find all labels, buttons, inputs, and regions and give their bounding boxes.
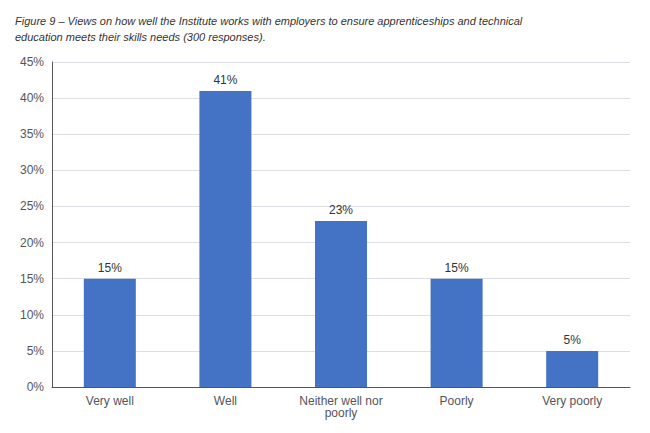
svg-text:Neither well nor: Neither well nor <box>299 394 383 408</box>
svg-text:Very poorly: Very poorly <box>542 394 602 408</box>
svg-text:40%: 40% <box>20 91 44 105</box>
svg-text:0%: 0% <box>27 380 45 394</box>
svg-text:20%: 20% <box>20 236 44 250</box>
svg-text:5%: 5% <box>564 333 582 347</box>
svg-text:25%: 25% <box>20 199 44 213</box>
svg-text:45%: 45% <box>20 55 44 69</box>
svg-text:Well: Well <box>214 394 237 408</box>
svg-text:Poorly: Poorly <box>440 394 474 408</box>
svg-text:41%: 41% <box>213 73 237 87</box>
svg-text:Very well: Very well <box>86 394 134 408</box>
svg-text:5%: 5% <box>27 344 45 358</box>
svg-text:15%: 15% <box>98 261 122 275</box>
svg-text:23%: 23% <box>329 203 353 217</box>
svg-text:15%: 15% <box>445 261 469 275</box>
svg-text:15%: 15% <box>20 272 44 286</box>
svg-text:poorly: poorly <box>325 406 358 420</box>
svg-text:Figure 9 – Views on how well t: Figure 9 – Views on how well the Institu… <box>15 15 523 27</box>
svg-text:10%: 10% <box>20 308 44 322</box>
svg-text:education meets their skills n: education meets their skills needs (300 … <box>15 31 266 43</box>
svg-text:35%: 35% <box>20 127 44 141</box>
svg-text:30%: 30% <box>20 163 44 177</box>
